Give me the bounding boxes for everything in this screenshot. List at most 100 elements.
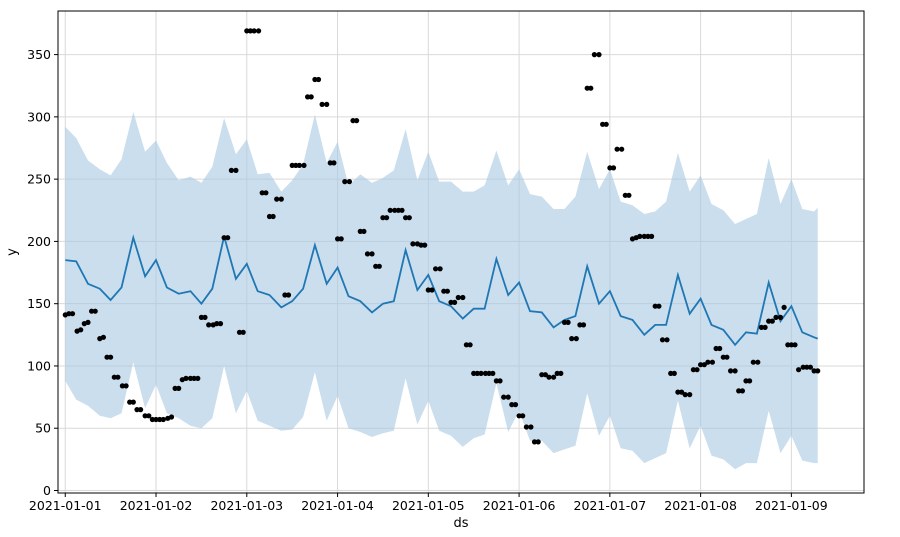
- observed-point: [584, 85, 590, 91]
- observed-point: [528, 424, 534, 430]
- observed-point: [240, 329, 246, 335]
- observed-point: [251, 28, 257, 34]
- observed-point: [509, 402, 515, 408]
- observed-point: [233, 167, 239, 173]
- observed-point: [551, 374, 557, 380]
- observed-point: [146, 413, 152, 419]
- observed-point: [202, 314, 208, 320]
- observed-point: [705, 359, 711, 365]
- observed-point: [785, 342, 791, 348]
- observed-point: [603, 121, 609, 127]
- observed-point: [301, 162, 307, 168]
- observed-point: [422, 242, 428, 248]
- observed-point: [92, 308, 98, 314]
- observed-point: [172, 385, 178, 391]
- observed-point: [187, 375, 194, 381]
- observed-point: [364, 251, 371, 257]
- observed-point: [788, 342, 795, 348]
- observed-point: [274, 196, 280, 202]
- observed-point: [387, 207, 393, 213]
- observed-point: [256, 28, 262, 34]
- observed-point: [535, 439, 541, 445]
- observed-point: [266, 213, 273, 220]
- observed-point: [614, 146, 620, 152]
- observed-point: [433, 266, 439, 272]
- observed-point: [392, 207, 398, 213]
- observed-point: [293, 162, 299, 168]
- y-tick-label: 0: [43, 483, 51, 498]
- observed-point: [709, 359, 716, 365]
- observed-point: [134, 407, 140, 413]
- observed-point: [463, 342, 469, 348]
- observed-point: [206, 322, 212, 328]
- observed-point: [619, 146, 625, 152]
- observed-point: [168, 414, 175, 420]
- observed-point: [815, 368, 821, 374]
- y-tick-label: 150: [27, 296, 51, 311]
- observed-point: [244, 28, 250, 34]
- observed-point: [138, 407, 144, 413]
- observed-point: [296, 162, 302, 168]
- y-axis-label: y: [5, 248, 20, 256]
- observed-point: [384, 215, 390, 221]
- observed-point: [324, 101, 330, 107]
- observed-point: [335, 236, 341, 242]
- observed-point: [259, 190, 265, 196]
- observed-point: [807, 364, 814, 370]
- observed-point: [282, 292, 288, 298]
- observed-point: [656, 303, 662, 309]
- observed-point: [357, 228, 363, 234]
- x-tick-label: 2021-01-04: [301, 498, 374, 513]
- observed-point: [403, 215, 409, 221]
- observed-point: [354, 118, 360, 124]
- observed-point: [319, 101, 325, 107]
- observed-point: [649, 233, 655, 239]
- observed-point: [448, 299, 454, 305]
- observed-point: [89, 308, 95, 314]
- observed-point: [78, 327, 84, 333]
- observed-point: [100, 334, 106, 340]
- observed-point: [85, 319, 91, 325]
- observed-point: [664, 337, 670, 343]
- observed-point: [516, 413, 522, 419]
- observed-points: [62, 28, 821, 445]
- observed-point: [558, 370, 564, 376]
- observed-point: [380, 215, 386, 221]
- observed-point: [792, 342, 798, 348]
- observed-point: [804, 364, 810, 370]
- observed-point: [580, 322, 587, 328]
- observed-point: [115, 374, 121, 380]
- observed-point: [773, 314, 779, 320]
- observed-point: [119, 383, 125, 389]
- observed-point: [123, 383, 129, 389]
- observed-point: [369, 251, 375, 257]
- observed-point: [331, 160, 337, 166]
- observed-point: [467, 342, 473, 348]
- x-tick-label: 2021-01-02: [120, 498, 193, 513]
- observed-point: [796, 367, 802, 373]
- observed-point: [66, 311, 72, 317]
- observed-point: [588, 85, 594, 91]
- observed-point: [622, 192, 628, 198]
- observed-point: [429, 287, 435, 293]
- observed-point: [512, 402, 519, 408]
- observed-point: [687, 392, 693, 398]
- observed-point: [769, 318, 775, 324]
- observed-point: [338, 236, 344, 242]
- observed-point: [569, 336, 575, 342]
- observed-point: [554, 370, 560, 376]
- observed-point: [285, 292, 292, 298]
- observed-point: [130, 399, 136, 405]
- observed-point: [376, 263, 382, 269]
- observed-point: [444, 288, 450, 294]
- observed-point: [641, 233, 647, 239]
- forecast-line: [65, 234, 819, 347]
- observed-point: [455, 294, 461, 301]
- observed-point: [350, 118, 356, 124]
- observed-point: [497, 378, 503, 384]
- observed-point: [565, 319, 571, 325]
- observed-point: [410, 241, 416, 247]
- observed-point: [626, 192, 632, 198]
- observed-point: [315, 76, 322, 83]
